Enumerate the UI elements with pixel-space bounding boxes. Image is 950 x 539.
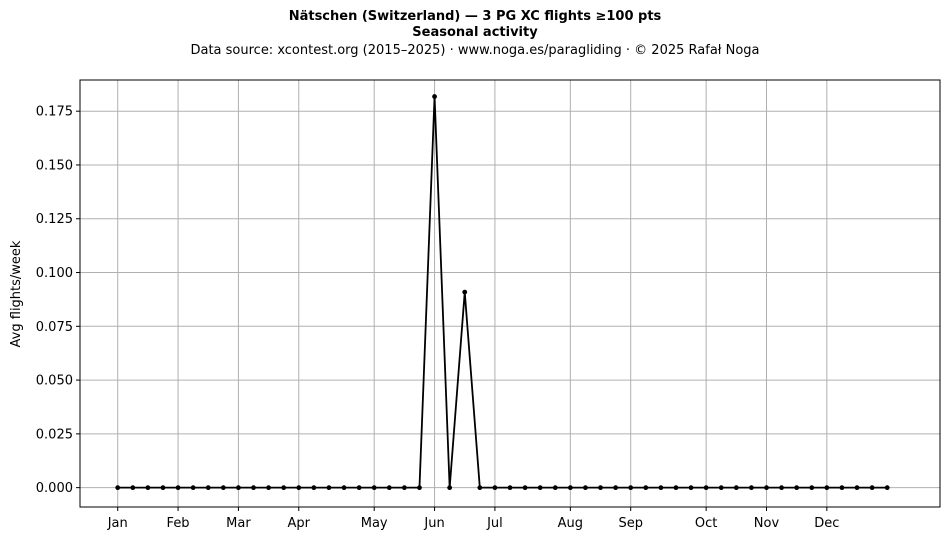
data-point bbox=[115, 485, 121, 491]
x-tick-label: Nov bbox=[754, 516, 780, 531]
data-point bbox=[703, 485, 709, 491]
data-point bbox=[236, 485, 241, 491]
data-point bbox=[145, 485, 151, 491]
data-point bbox=[492, 485, 498, 491]
data-point bbox=[809, 485, 815, 491]
data-point bbox=[296, 485, 302, 491]
data-point bbox=[552, 485, 558, 491]
chart-subtitle: Seasonal activity bbox=[412, 25, 538, 40]
data-point bbox=[432, 94, 437, 99]
y-tick-label: 0.175 bbox=[36, 105, 73, 120]
data-point bbox=[326, 485, 332, 491]
data-point bbox=[417, 485, 422, 491]
data-point bbox=[341, 485, 347, 491]
data-point bbox=[779, 485, 784, 491]
data-point bbox=[477, 485, 483, 491]
data-point bbox=[386, 485, 392, 491]
data-point bbox=[794, 485, 800, 491]
data-point bbox=[281, 485, 287, 491]
data-point bbox=[266, 485, 271, 491]
x-tick-label: Dec bbox=[814, 516, 839, 531]
data-point bbox=[507, 485, 513, 491]
y-tick-label: 0.125 bbox=[36, 212, 73, 227]
data-point bbox=[733, 485, 739, 491]
data-point bbox=[854, 485, 860, 491]
series-layer bbox=[115, 94, 890, 491]
data-point bbox=[718, 485, 724, 491]
data-point bbox=[643, 485, 649, 491]
y-tick-label: 0.100 bbox=[36, 266, 73, 281]
chart-titles: Nätschen (Switzerland) — 3 PG XC flights… bbox=[0, 8, 950, 60]
x-tick-label: Jun bbox=[423, 516, 444, 531]
chart-source: Data source: xcontest.org (2015–2025) · … bbox=[190, 43, 760, 58]
data-point bbox=[658, 485, 664, 491]
data-point bbox=[869, 485, 875, 491]
x-tick-label: Jul bbox=[486, 516, 503, 531]
x-tick-label: Oct bbox=[695, 516, 717, 531]
data-point bbox=[583, 485, 588, 491]
data-point bbox=[537, 485, 543, 491]
data-point bbox=[190, 485, 196, 491]
y-tick-label: 0.150 bbox=[36, 158, 73, 173]
data-point bbox=[130, 485, 136, 491]
y-axis: 0.000 0.025 0.050 0.075 0.100 0.125 0.150 0.175 bbox=[36, 105, 80, 496]
plot-frame bbox=[79, 79, 941, 508]
x-tick-label: Sep bbox=[618, 516, 643, 531]
grid-lines bbox=[80, 80, 940, 507]
data-point bbox=[567, 485, 573, 491]
x-tick-label: Mar bbox=[226, 516, 251, 531]
data-point bbox=[175, 485, 181, 491]
data-point bbox=[205, 485, 211, 491]
series-line bbox=[117, 95, 888, 489]
y-axis-label: Avg flights/week bbox=[9, 240, 24, 347]
x-tick-label: Jan bbox=[107, 516, 128, 531]
data-point bbox=[447, 485, 453, 491]
data-point bbox=[884, 485, 890, 491]
data-point bbox=[462, 289, 468, 295]
data-point bbox=[522, 485, 528, 491]
y-tick-label: 0.075 bbox=[36, 320, 73, 335]
data-point bbox=[688, 485, 694, 491]
x-tick-label: Aug bbox=[558, 516, 583, 531]
data-point bbox=[613, 485, 619, 491]
data-point bbox=[251, 485, 256, 491]
data-point bbox=[749, 485, 754, 491]
data-point bbox=[673, 485, 679, 491]
data-point bbox=[598, 485, 603, 491]
data-point bbox=[311, 485, 317, 491]
data-point bbox=[371, 485, 377, 491]
y-tick-label: 0.050 bbox=[36, 374, 73, 389]
data-point bbox=[356, 485, 362, 491]
y-tick-label: 0.000 bbox=[36, 481, 73, 496]
chart-title: Nätschen (Switzerland) — 3 PG XC flights… bbox=[288, 9, 662, 24]
data-point bbox=[628, 485, 634, 491]
data-point bbox=[160, 485, 166, 491]
x-axis: Jan Feb Mar Apr May Jun Jul Aug Sep Oct Nov Dec bbox=[107, 507, 839, 531]
data-point bbox=[839, 485, 845, 491]
data-point bbox=[764, 485, 769, 491]
x-tick-label: Feb bbox=[167, 516, 190, 531]
data-point bbox=[220, 485, 226, 491]
data-point bbox=[824, 485, 830, 491]
x-tick-label: Apr bbox=[288, 516, 311, 531]
x-tick-label: May bbox=[361, 516, 388, 531]
y-tick-label: 0.025 bbox=[36, 427, 73, 442]
data-point bbox=[401, 485, 407, 491]
